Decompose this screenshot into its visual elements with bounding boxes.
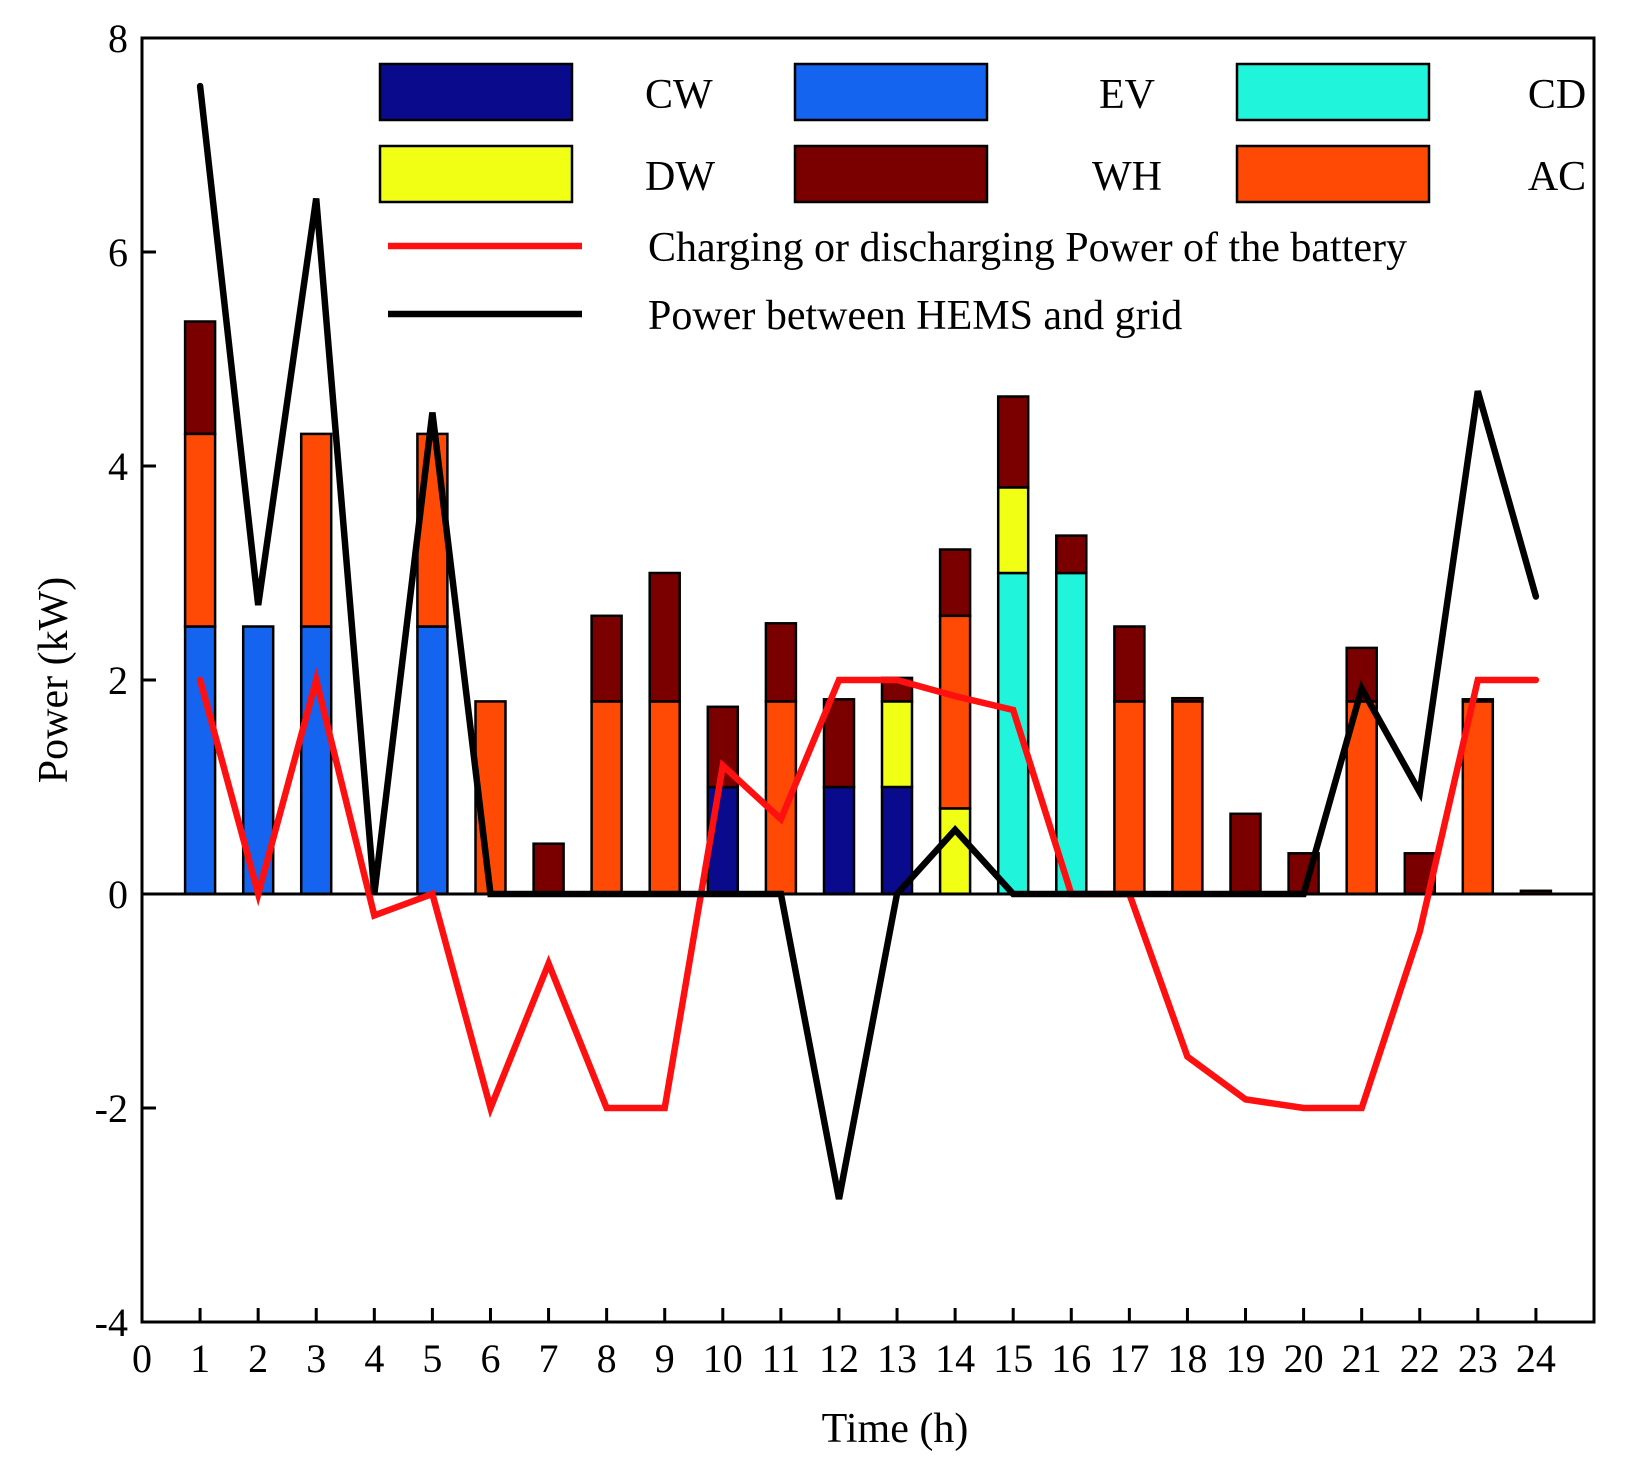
x-tick-label: 18 — [1167, 1336, 1207, 1381]
y-tick-label: -2 — [95, 1086, 128, 1131]
x-tick-label: 3 — [306, 1336, 326, 1381]
bar-dw-h14 — [938, 807, 972, 896]
legend-swatch-ev — [793, 62, 989, 122]
bar-ac-h5 — [416, 432, 449, 628]
x-tick-label: 19 — [1226, 1336, 1266, 1381]
x-tick-label: 24 — [1516, 1336, 1556, 1381]
bar-dw-h15 — [996, 486, 1030, 575]
bar-ac-h3 — [299, 432, 333, 628]
legend-label-battery: Charging or discharging Power of the bat… — [648, 225, 1407, 271]
x-tick-label: 21 — [1342, 1336, 1382, 1381]
bar-ev-h3 — [299, 625, 333, 896]
bar-wh-h23 — [1461, 698, 1495, 703]
y-tick-label: 2 — [108, 658, 128, 703]
y-tick-label: -4 — [95, 1300, 128, 1345]
x-tick-label: 6 — [480, 1336, 500, 1381]
y-tick-label: 6 — [108, 230, 128, 275]
legend-label-ac: AC — [1528, 154, 1586, 200]
bar-ev-h5 — [416, 625, 449, 896]
y-axis-title: Power (kW) — [31, 577, 77, 783]
legend-swatch-wh — [793, 144, 989, 204]
legend-swatch-dw — [378, 144, 574, 204]
x-tick-label: 22 — [1400, 1336, 1440, 1381]
legend-swatch-cd — [1235, 62, 1431, 122]
bar-ac-h18 — [1171, 700, 1204, 896]
x-tick-label: 17 — [1109, 1336, 1149, 1381]
bar-wh-h8 — [590, 614, 623, 703]
x-tick-label: 23 — [1458, 1336, 1498, 1381]
legend-label-grid: Power between HEMS and grid — [648, 293, 1182, 339]
x-tick-label: 4 — [364, 1336, 384, 1381]
bar-cw-h12 — [822, 785, 856, 896]
y-tick-label: 8 — [108, 16, 128, 61]
bar-layer — [142, 320, 1594, 896]
battery-power-line — [196, 667, 1540, 1119]
axis-ticks: 0 1 2 3 4 5 6 7 8 9 10 11 12 13 14 15 16 17 18 19 20 21 22 23 24… — [95, 16, 1556, 1381]
bar-cd-h16 — [1055, 571, 1088, 896]
bar-wh-h18 — [1171, 696, 1204, 703]
x-tick-label: 2 — [248, 1336, 268, 1381]
bar-wh-h1 — [183, 320, 217, 436]
legend-label-cw: CW — [645, 72, 713, 118]
x-tick-label: 5 — [422, 1336, 442, 1381]
bar-ev-h1 — [183, 625, 217, 896]
x-tick-label: 12 — [819, 1336, 859, 1381]
x-tick-label: 11 — [762, 1336, 801, 1381]
x-tick-label: 13 — [877, 1336, 917, 1381]
bar-wh-h12 — [822, 698, 856, 789]
legend: CW EV CD DW WH AC Charging or discharging Powe… — [378, 62, 1586, 339]
bar-ac-h17 — [1113, 700, 1146, 896]
bar-ac-h1 — [183, 432, 217, 628]
x-tick-label: 0 — [132, 1336, 152, 1381]
legend-label-wh: WH — [1092, 154, 1162, 200]
x-axis-title: Time (h) — [822, 1406, 969, 1452]
x-tick-label: 1 — [190, 1336, 210, 1381]
bar-wh-h19 — [1229, 812, 1262, 896]
x-tick-label: 7 — [539, 1336, 559, 1381]
bar-wh-h9 — [648, 571, 681, 703]
x-tick-label: 8 — [597, 1336, 617, 1381]
grid-power-line — [196, 82, 1540, 1200]
x-tick-label: 10 — [703, 1336, 743, 1381]
bar-ac-h9 — [648, 700, 681, 896]
y-tick-label: 0 — [108, 872, 128, 917]
bar-wh-h16 — [1055, 534, 1088, 575]
bar-ac-h14 — [938, 614, 972, 810]
legend-label-dw: DW — [645, 154, 715, 200]
x-tick-label: 20 — [1284, 1336, 1324, 1381]
x-tick-label: 9 — [655, 1336, 675, 1381]
legend-swatch-ac — [1235, 144, 1431, 204]
legend-swatch-cw — [378, 62, 574, 122]
bar-dw-h13 — [880, 700, 914, 789]
x-tick-label: 16 — [1051, 1336, 1091, 1381]
bar-wh-h15 — [996, 395, 1030, 489]
legend-label-cd: CD — [1528, 72, 1586, 118]
line-layer — [196, 82, 1540, 1200]
bar-wh-h11 — [764, 622, 798, 703]
legend-label-ev: EV — [1099, 72, 1155, 118]
bar-wh-h14 — [938, 548, 972, 618]
x-tick-label: 15 — [993, 1336, 1033, 1381]
y-tick-label: 4 — [108, 444, 128, 489]
bar-wh-h7 — [532, 842, 565, 896]
bar-wh-h17 — [1113, 625, 1146, 703]
x-tick-label: 14 — [935, 1336, 975, 1381]
bar-ac-h8 — [590, 700, 623, 896]
